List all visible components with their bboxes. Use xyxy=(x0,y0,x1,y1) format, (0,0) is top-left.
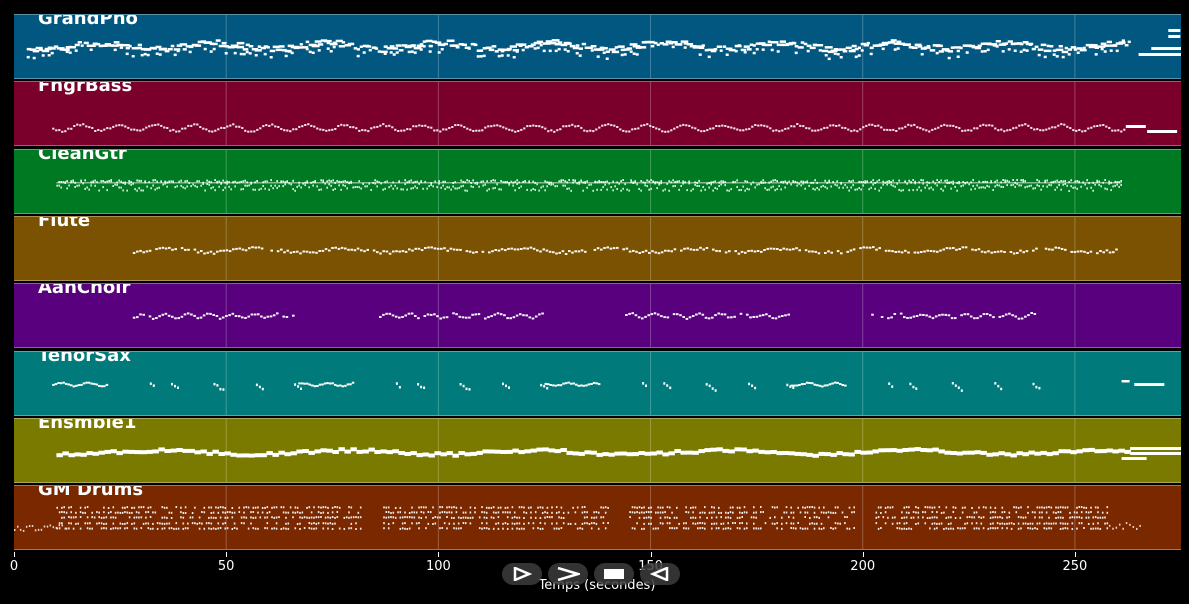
piano-roll xyxy=(26,15,1181,78)
piano-roll xyxy=(56,149,1122,213)
transport-controls xyxy=(502,563,680,587)
stop-button[interactable] xyxy=(594,563,634,585)
notes xyxy=(132,312,1037,321)
axis-tick xyxy=(14,552,15,557)
axis-tick-label: 100 xyxy=(425,559,451,574)
axis-tick xyxy=(862,552,864,557)
axis-tick-label: 50 xyxy=(217,559,235,574)
track-label: GrandPno xyxy=(38,14,138,29)
track-fngrbass[interactable]: FngrBass xyxy=(14,81,1181,147)
piano-roll xyxy=(56,418,1181,482)
axis-tick-label: 200 xyxy=(850,559,876,574)
notes xyxy=(56,446,1181,460)
track-label: Ensmble1 xyxy=(38,417,137,433)
track-label: Flute xyxy=(38,215,91,231)
axis-tick xyxy=(1074,552,1076,557)
axis-tick xyxy=(438,552,440,557)
piano-roll xyxy=(52,351,1165,415)
track-grandpno[interactable]: GrandPno xyxy=(14,14,1181,79)
forward-button[interactable] xyxy=(548,563,588,585)
track-ensmble1[interactable]: Ensmble1 xyxy=(14,417,1181,483)
play-icon xyxy=(513,567,532,581)
tracks-area: GrandPno FngrBass CleanGtr Flute AahChoir Ten… xyxy=(14,14,1181,552)
piano-roll xyxy=(52,82,1178,146)
notes xyxy=(14,506,1141,532)
track-label: AahChoir xyxy=(38,283,131,299)
track-label: GM Drums xyxy=(38,485,144,501)
axis-tick xyxy=(650,552,652,557)
axis-tick xyxy=(226,552,228,557)
piano-roll xyxy=(14,486,1141,550)
axis-tick-label: 250 xyxy=(1062,559,1088,574)
play-button[interactable] xyxy=(502,563,542,585)
piano-roll xyxy=(132,216,1118,280)
notes xyxy=(132,245,1118,255)
rewind-button[interactable] xyxy=(640,563,680,585)
track-cleangtr[interactable]: CleanGtr xyxy=(14,148,1181,214)
notes xyxy=(52,123,1178,134)
stop-icon xyxy=(604,569,624,579)
track-aahchoir[interactable]: AahChoir xyxy=(14,283,1181,349)
track-label: TenorSax xyxy=(38,350,131,366)
track-flute[interactable]: Flute xyxy=(14,215,1181,281)
forward-icon xyxy=(557,567,580,581)
track-gm-drums[interactable]: GM Drums xyxy=(14,485,1181,551)
notes xyxy=(56,178,1122,192)
rewind-icon xyxy=(650,567,669,581)
notes xyxy=(52,379,1165,392)
track-tenorsax[interactable]: TenorSax xyxy=(14,350,1181,416)
axis-tick-label: 0 xyxy=(9,559,19,574)
track-label: CleanGtr xyxy=(38,148,127,164)
piano-roll xyxy=(132,284,1076,348)
notes xyxy=(26,29,1181,61)
track-label: FngrBass xyxy=(38,81,133,97)
